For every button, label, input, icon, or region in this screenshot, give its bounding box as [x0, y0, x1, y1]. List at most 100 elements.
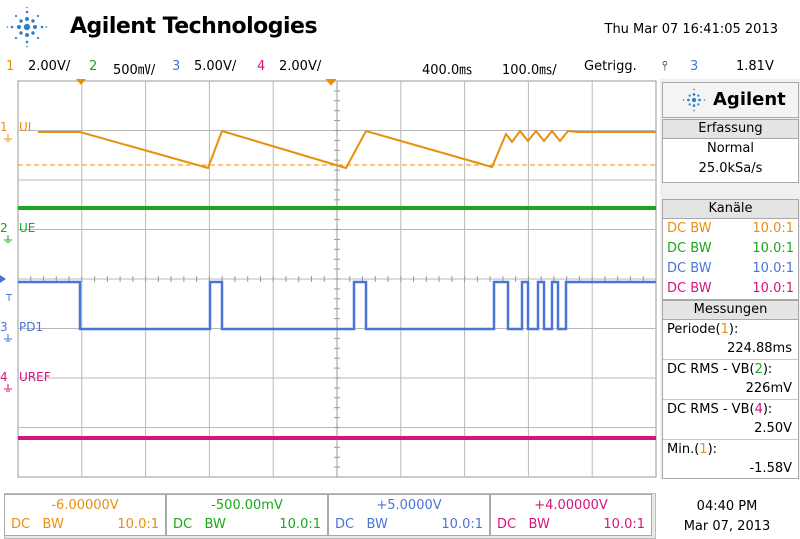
clock-time: 04:40 PM	[696, 499, 758, 514]
bandwidth: BW	[366, 517, 388, 532]
measurement-label: DC RMS - VB(	[667, 362, 755, 377]
sample-rate: 25.0kSa/s	[698, 161, 763, 176]
ch3-waveform	[18, 280, 656, 331]
trigger-level[interactable]: 1.81V	[736, 59, 774, 74]
ch4-marker[interactable]: 4	[0, 370, 8, 384]
ch1-marker[interactable]: 1	[0, 120, 8, 134]
ch1-number[interactable]: 1	[6, 59, 15, 74]
measurement-close: ):	[728, 322, 739, 337]
acquisition-mode: Normal	[706, 141, 755, 156]
ch3-scale[interactable]: 5.00V/	[194, 59, 237, 74]
measurement-item[interactable]: DC RMS - VB(2): 226mV	[663, 360, 798, 400]
bandwidth: BW	[528, 517, 550, 532]
ch4-offset-box[interactable]: +4.00000V DC BW 10.0:1	[490, 494, 652, 536]
measurement-value: 2.50V	[663, 419, 798, 440]
coupling: DC	[173, 517, 193, 532]
ch2-offset-box[interactable]: -500.00mV DC BW 10.0:1	[166, 494, 328, 536]
title-bar: Agilent Technologies Thu Mar 07 16:41:05…	[0, 0, 800, 56]
measurement-value: -1.58V	[749, 461, 792, 476]
ch1-offset-box[interactable]: -6.00000V DC BW 10.0:1	[4, 494, 166, 536]
brand-title: Agilent Technologies	[70, 14, 318, 39]
acquisition-title: Erfassung	[663, 120, 798, 139]
channel-status-bar: 1 2.00V/ 2 500㎷/ 3 5.00V/ 4 2.00V/ 400.0…	[0, 57, 800, 79]
offset-value: +4.00000V	[534, 498, 608, 513]
waveform-display[interactable]: 1 UI 2 UE T 3 PD1 4 UREF	[0, 79, 660, 479]
bandwidth: BW	[690, 221, 712, 236]
measurement-label: Min.(	[667, 442, 700, 457]
coupling: DC	[335, 517, 355, 532]
acquisition-box[interactable]: Erfassung Normal 25.0kSa/s	[662, 119, 799, 183]
probe-ratio: 10.0:1	[752, 281, 794, 296]
offset-value: -500.00mV	[211, 498, 283, 513]
bandwidth: BW	[690, 261, 712, 276]
trigger-level-marker[interactable]	[0, 275, 6, 283]
ch2-number[interactable]: 2	[89, 59, 98, 74]
probe-ratio: 10.0:1	[603, 517, 645, 532]
clock-date: Mar 07, 2013	[683, 519, 771, 534]
ch1-waveform	[38, 129, 656, 170]
measurement-item[interactable]: DC RMS - VB(4): 2.50V	[663, 400, 798, 440]
ch2-marker[interactable]: 2	[0, 221, 8, 235]
measurement-close: ):	[762, 362, 773, 377]
delay[interactable]: 100.0㎳/	[502, 63, 557, 78]
coupling: DC	[667, 261, 687, 276]
ch3-marker[interactable]: 3	[0, 320, 8, 334]
trigger-channel[interactable]: 3	[690, 59, 699, 74]
probe-ratio: 10.0:1	[441, 517, 483, 532]
measurement-item[interactable]: Min.(1): -1.58V	[663, 440, 798, 479]
channels-title: Kanäle	[663, 200, 798, 219]
trigger-mode[interactable]: Getrigg.	[584, 59, 637, 74]
channel-row-1[interactable]: DC BW 10.0:1	[663, 219, 798, 239]
measurement-close: ):	[762, 402, 773, 417]
measurement-item[interactable]: Periode(1): 224.88ms	[663, 320, 798, 360]
trigger-level-label: T	[5, 293, 13, 304]
measurement-value: 226mV	[663, 379, 798, 400]
ch1-scale[interactable]: 2.00V/	[28, 59, 71, 74]
measurement-channel: 1	[720, 322, 729, 337]
coupling: DC	[667, 281, 687, 296]
measurement-channel: 4	[754, 402, 763, 417]
trigger-edge-icon: ⫯	[662, 59, 668, 74]
measurement-label: DC RMS - VB(	[667, 402, 755, 417]
channel-row-2[interactable]: DC BW 10.0:1	[663, 239, 798, 259]
clock: 04:40 PM Mar 07, 2013	[672, 497, 782, 537]
probe-ratio: 10.0:1	[752, 241, 794, 256]
ch3-offset-box[interactable]: +5.0000V DC BW 10.0:1	[328, 494, 490, 536]
measurement-label: Periode(	[667, 322, 721, 337]
ch3-number[interactable]: 3	[172, 59, 181, 74]
channel-row-3[interactable]: DC BW 10.0:1	[663, 259, 798, 279]
ch4-scale[interactable]: 2.00V/	[279, 59, 322, 74]
probe-ratio: 10.0:1	[752, 261, 794, 276]
datetime-stamp: Thu Mar 07 16:41:05 2013	[604, 22, 779, 37]
ch1-label: UI	[19, 120, 31, 134]
offset-footer: -6.00000V DC BW 10.0:1 -500.00mV DC BW 1…	[0, 479, 800, 539]
agilent-spark-icon	[682, 88, 706, 112]
ch2-label: UE	[19, 221, 35, 235]
channels-box[interactable]: Kanäle DC BW 10.0:1 DC BW 10.0:1 DC BW 1…	[662, 199, 799, 300]
coupling: DC	[11, 517, 31, 532]
offset-value: +5.0000V	[376, 498, 442, 513]
delay-reference-marker[interactable]	[325, 79, 337, 86]
coupling: DC	[497, 517, 517, 532]
bandwidth: BW	[204, 517, 226, 532]
probe-ratio: 10.0:1	[117, 517, 159, 532]
ch2-scale[interactable]: 500㎷/	[113, 63, 156, 78]
probe-ratio: 10.0:1	[279, 517, 321, 532]
ch4-number[interactable]: 4	[257, 59, 266, 74]
coupling: DC	[667, 241, 687, 256]
trigger-position-marker[interactable]	[76, 79, 86, 85]
agilent-spark-icon	[6, 6, 48, 48]
measurements-box[interactable]: Messungen Periode(1): 224.88ms DC RMS - …	[662, 300, 799, 479]
measurement-close: ):	[707, 442, 718, 457]
measurement-value: 224.88ms	[663, 339, 798, 360]
graticule-grid	[17, 80, 657, 478]
panel-brand: Agilent	[662, 82, 799, 118]
channel-row-4[interactable]: DC BW 10.0:1	[663, 279, 798, 299]
coupling: DC	[667, 221, 687, 236]
measurement-channel: 2	[754, 362, 763, 377]
ground-icon	[4, 134, 12, 142]
timebase[interactable]: 400.0㎳	[422, 63, 473, 78]
probe-ratio: 10.0:1	[752, 221, 794, 236]
ch4-label: UREF	[19, 370, 51, 384]
bandwidth: BW	[42, 517, 64, 532]
